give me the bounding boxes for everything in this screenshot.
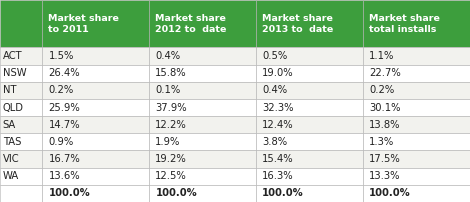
Text: 19.0%: 19.0% xyxy=(262,68,294,78)
Bar xyxy=(149,133,256,150)
Bar xyxy=(0,133,42,150)
Text: 1.1%: 1.1% xyxy=(369,51,394,61)
Bar xyxy=(42,185,149,202)
Text: NT: NT xyxy=(3,85,16,95)
Text: 16.7%: 16.7% xyxy=(48,154,80,164)
Text: 12.4%: 12.4% xyxy=(262,120,294,130)
Text: NSW: NSW xyxy=(3,68,26,78)
Text: ACT: ACT xyxy=(3,51,23,61)
Bar xyxy=(0,47,42,65)
Bar xyxy=(42,47,149,65)
Bar xyxy=(0,185,42,202)
Bar xyxy=(256,150,363,168)
Bar xyxy=(363,133,470,150)
Bar xyxy=(149,0,256,47)
Bar xyxy=(363,168,470,185)
Text: 26.4%: 26.4% xyxy=(48,68,80,78)
Bar xyxy=(149,47,256,65)
Text: Market share
2012 to  date: Market share 2012 to date xyxy=(155,14,227,34)
Bar xyxy=(149,65,256,82)
Bar xyxy=(42,168,149,185)
Bar xyxy=(149,168,256,185)
Bar xyxy=(363,65,470,82)
Bar xyxy=(256,65,363,82)
Bar xyxy=(363,47,470,65)
Bar xyxy=(149,116,256,133)
Text: QLD: QLD xyxy=(3,103,24,113)
Text: 100.0%: 100.0% xyxy=(262,188,304,198)
Text: 0.1%: 0.1% xyxy=(155,85,180,95)
Text: 37.9%: 37.9% xyxy=(155,103,187,113)
Text: SA: SA xyxy=(3,120,16,130)
Bar xyxy=(256,185,363,202)
Text: 16.3%: 16.3% xyxy=(262,171,294,181)
Text: 13.6%: 13.6% xyxy=(48,171,80,181)
Text: 0.4%: 0.4% xyxy=(155,51,180,61)
Text: WA: WA xyxy=(3,171,19,181)
Text: 14.7%: 14.7% xyxy=(48,120,80,130)
Text: 15.8%: 15.8% xyxy=(155,68,187,78)
Bar xyxy=(0,0,42,47)
Text: 17.5%: 17.5% xyxy=(369,154,401,164)
Bar xyxy=(149,82,256,99)
Text: 3.8%: 3.8% xyxy=(262,137,287,147)
Bar xyxy=(256,0,363,47)
Text: 32.3%: 32.3% xyxy=(262,103,294,113)
Text: 19.2%: 19.2% xyxy=(155,154,187,164)
Text: 0.5%: 0.5% xyxy=(262,51,288,61)
Bar xyxy=(149,99,256,116)
Text: 25.9%: 25.9% xyxy=(48,103,80,113)
Bar xyxy=(149,150,256,168)
Bar xyxy=(0,99,42,116)
Bar xyxy=(42,99,149,116)
Text: 1.3%: 1.3% xyxy=(369,137,394,147)
Bar xyxy=(0,168,42,185)
Text: 100.0%: 100.0% xyxy=(369,188,411,198)
Bar xyxy=(42,150,149,168)
Bar xyxy=(0,65,42,82)
Bar xyxy=(256,82,363,99)
Bar xyxy=(363,0,470,47)
Bar xyxy=(363,150,470,168)
Bar xyxy=(256,47,363,65)
Text: 30.1%: 30.1% xyxy=(369,103,401,113)
Text: 0.4%: 0.4% xyxy=(262,85,287,95)
Text: 12.2%: 12.2% xyxy=(155,120,187,130)
Bar xyxy=(42,133,149,150)
Bar xyxy=(0,116,42,133)
Text: TAS: TAS xyxy=(3,137,21,147)
Bar xyxy=(363,99,470,116)
Bar xyxy=(42,116,149,133)
Text: 100.0%: 100.0% xyxy=(48,188,90,198)
Bar xyxy=(256,116,363,133)
Bar xyxy=(42,82,149,99)
Text: Market share
2013 to  date: Market share 2013 to date xyxy=(262,14,334,34)
Bar xyxy=(363,185,470,202)
Text: 1.5%: 1.5% xyxy=(48,51,74,61)
Bar xyxy=(363,82,470,99)
Text: VIC: VIC xyxy=(3,154,19,164)
Text: 0.2%: 0.2% xyxy=(369,85,394,95)
Text: 100.0%: 100.0% xyxy=(155,188,197,198)
Text: 12.5%: 12.5% xyxy=(155,171,187,181)
Text: 22.7%: 22.7% xyxy=(369,68,401,78)
Text: 1.9%: 1.9% xyxy=(155,137,180,147)
Bar xyxy=(256,168,363,185)
Bar xyxy=(256,133,363,150)
Text: 15.4%: 15.4% xyxy=(262,154,294,164)
Bar xyxy=(42,65,149,82)
Bar xyxy=(0,150,42,168)
Bar xyxy=(363,116,470,133)
Bar xyxy=(42,0,149,47)
Text: Market share
to 2011: Market share to 2011 xyxy=(48,14,119,34)
Text: 0.2%: 0.2% xyxy=(48,85,74,95)
Text: Market share
total installs: Market share total installs xyxy=(369,14,440,34)
Bar xyxy=(0,82,42,99)
Text: 0.9%: 0.9% xyxy=(48,137,74,147)
Text: 13.8%: 13.8% xyxy=(369,120,401,130)
Bar xyxy=(256,99,363,116)
Text: 13.3%: 13.3% xyxy=(369,171,401,181)
Bar xyxy=(149,185,256,202)
